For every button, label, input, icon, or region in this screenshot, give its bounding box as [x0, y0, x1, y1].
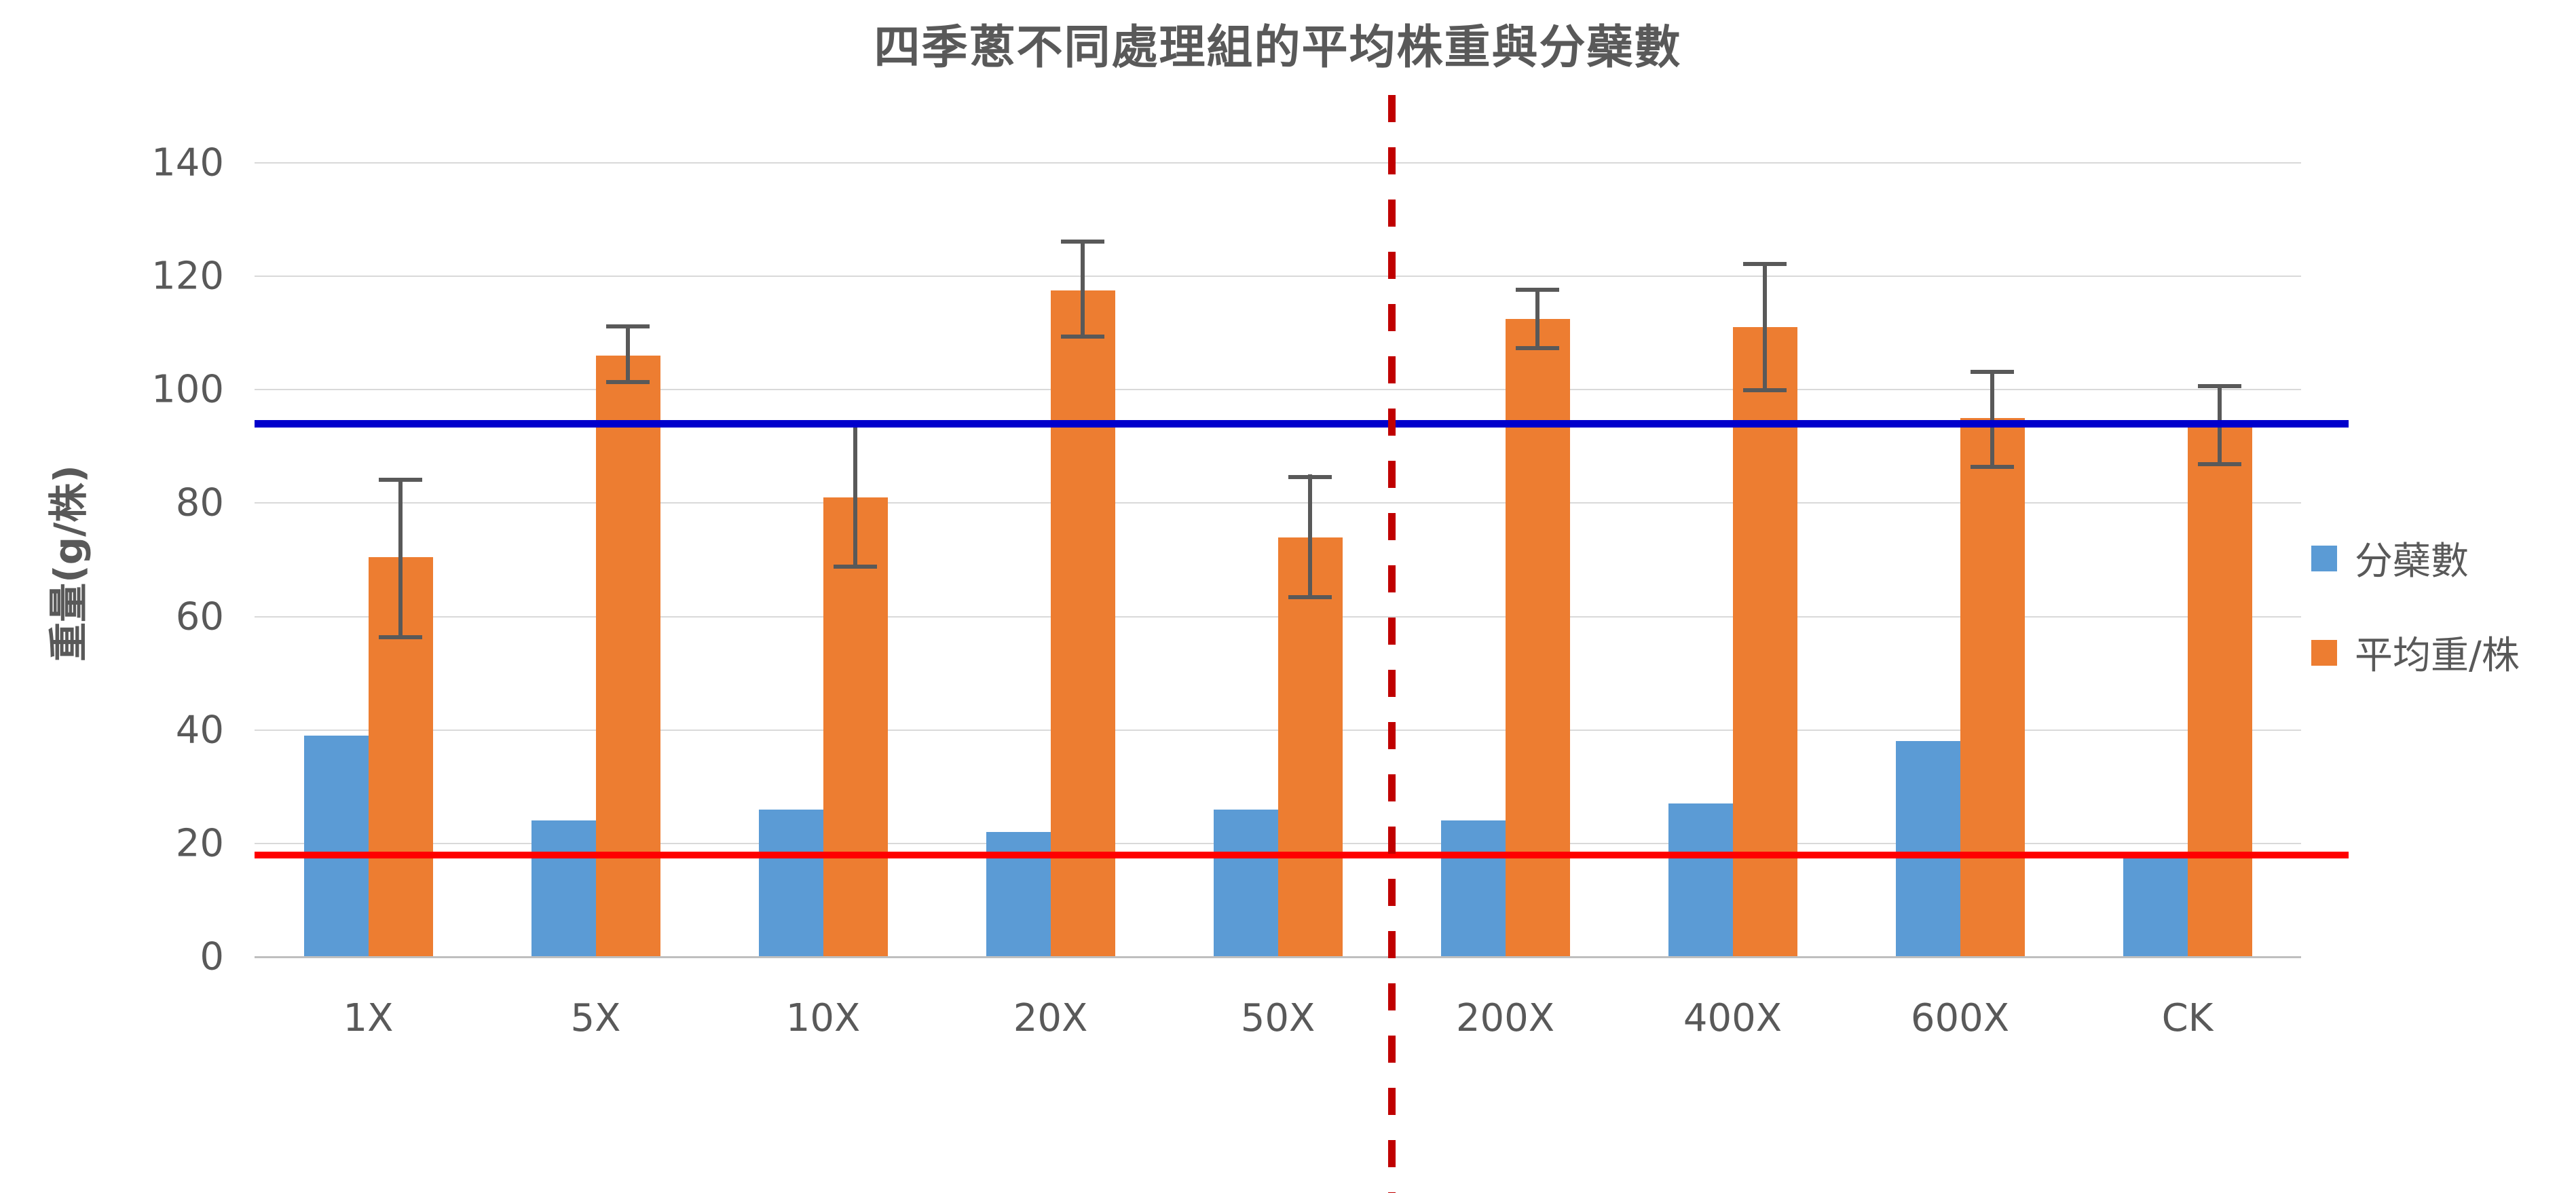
bar-tiller-10X: [758, 810, 823, 957]
upper-weight-reference-line: [255, 420, 2349, 428]
error-cap-bottom-20X: [1061, 335, 1104, 339]
error-cap-bottom-400X: [1743, 388, 1787, 392]
error-bar-600X: [1990, 370, 1994, 469]
error-cap-top-600X: [1971, 370, 2014, 374]
legend-item-tiller: 分蘗數: [2311, 531, 2520, 586]
bar-weight-5X: [595, 356, 660, 957]
error-cap-bottom-600X: [1971, 465, 2014, 469]
bar-group-5X: [482, 163, 709, 957]
y-tick-label-80: 80: [175, 480, 224, 525]
y-tick-label-60: 60: [175, 594, 224, 639]
legend-label-tiller: 分蘗數: [2355, 539, 2469, 584]
legend-item-avg-weight: 平均重/株: [2311, 625, 2520, 680]
bar-weight-600X: [1960, 418, 2025, 957]
bar-group-10X: [709, 163, 937, 957]
bar-weight-50X: [1277, 537, 1343, 957]
error-bar-10X: [853, 424, 857, 569]
bar-tiller-200X: [1440, 820, 1506, 957]
gridline-140: [255, 162, 2301, 164]
y-tick-label-140: 140: [151, 140, 224, 185]
error-bar-50X: [1308, 474, 1312, 599]
error-bar-1X: [398, 478, 403, 639]
error-cap-bottom-50X: [1288, 595, 1332, 599]
bar-group-200X: [1392, 163, 1619, 957]
y-tick-label-40: 40: [175, 708, 224, 753]
x-label-5X: 5X: [570, 996, 621, 1040]
x-label-200X: 200X: [1455, 996, 1555, 1040]
error-cap-bottom-10X: [834, 565, 877, 569]
x-label-600X: 600X: [1910, 996, 2010, 1040]
bar-weight-10X: [823, 497, 888, 957]
x-label-50X: 50X: [1240, 996, 1315, 1040]
legend-swatch-tiller-icon: [2311, 545, 2337, 571]
dilution-group-divider-line: [1388, 95, 1396, 1193]
error-cap-top-50X: [1288, 475, 1332, 479]
legend-label-avg-weight: 平均重/株: [2355, 634, 2520, 678]
x-label-1X: 1X: [343, 996, 394, 1040]
y-axis-ticks: 0 20 40 60 80 100 120 140: [0, 141, 224, 979]
error-cap-top-5X: [606, 324, 650, 328]
bar-weight-20X: [1050, 290, 1115, 957]
error-cap-bottom-5X: [606, 380, 650, 384]
bar-tiller-20X: [986, 832, 1051, 957]
gridline-100: [255, 389, 2301, 390]
lower-tiller-reference-line: [255, 852, 2349, 858]
bar-tiller-CK: [2123, 858, 2188, 957]
bar-weight-CK: [2187, 427, 2252, 957]
bar-tiller-400X: [1668, 803, 1733, 957]
error-cap-top-400X: [1743, 262, 1787, 266]
error-bar-5X: [626, 324, 630, 384]
x-label-CK: CK: [2161, 996, 2214, 1040]
y-tick-label-20: 20: [175, 821, 224, 866]
bar-tiller-600X: [1895, 741, 1960, 957]
bar-group-20X: [937, 163, 1164, 957]
x-label-20X: 20X: [1013, 996, 1088, 1040]
bars: [255, 163, 2301, 957]
error-bar-20X: [1081, 240, 1085, 339]
legend: 分蘗數 平均重/株: [2311, 531, 2520, 719]
plot-area: [255, 162, 2301, 958]
gridline-80: [255, 502, 2301, 504]
bar-group-400X: [1619, 163, 1846, 957]
bar-group-1X: [255, 163, 482, 957]
error-cap-bottom-CK: [2198, 462, 2241, 466]
error-cap-top-200X: [1516, 288, 1559, 292]
x-axis-labels: 1X 5X 10X 20X 50X 200X 400X 600X CK: [255, 996, 2301, 1040]
error-bar-400X: [1763, 262, 1767, 392]
bar-tiller-5X: [531, 820, 596, 957]
error-cap-bottom-1X: [379, 635, 422, 639]
y-tick-label-0: 0: [200, 934, 224, 979]
legend-swatch-avg-weight-icon: [2311, 639, 2337, 666]
bar-tiller-50X: [1213, 810, 1278, 957]
error-cap-top-1X: [379, 478, 422, 482]
bar-tiller-1X: [303, 736, 369, 957]
bar-weight-200X: [1505, 319, 1570, 957]
bar-group-CK: [2074, 163, 2301, 957]
error-cap-top-CK: [2198, 384, 2241, 388]
y-tick-label-100: 100: [151, 367, 224, 412]
x-label-400X: 400X: [1683, 996, 1782, 1040]
x-axis-line: [255, 956, 2301, 958]
error-cap-top-20X: [1061, 240, 1104, 244]
x-label-10X: 10X: [785, 996, 861, 1040]
gridline-120: [255, 276, 2301, 277]
error-cap-bottom-200X: [1516, 346, 1559, 350]
error-bar-200X: [1535, 288, 1539, 350]
y-tick-label-120: 120: [151, 254, 224, 299]
chart-title: 四季蔥不同處理組的平均株重與分蘗數: [874, 21, 1682, 75]
bar-group-50X: [1164, 163, 1392, 957]
bar-group-600X: [1846, 163, 2074, 957]
